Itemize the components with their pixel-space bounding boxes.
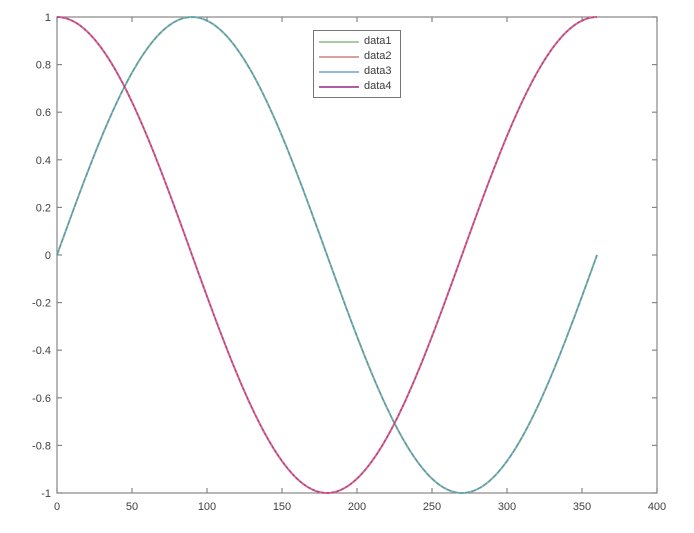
legend-label: data4 xyxy=(364,80,392,92)
y-tick-label: -0.6 xyxy=(32,393,51,405)
curve-data3[interactable] xyxy=(56,16,598,494)
x-tick-label: 100 xyxy=(198,501,216,513)
x-tick-label: 150 xyxy=(273,501,291,513)
x-tick-label: 50 xyxy=(126,501,138,513)
legend-item[interactable]: data1 xyxy=(319,34,395,49)
x-tick-label: 200 xyxy=(348,501,366,513)
y-tick-label: -1 xyxy=(41,488,51,500)
x-tick-label: 250 xyxy=(423,501,441,513)
legend-label: data1 xyxy=(364,35,392,47)
y-tick-label: 1 xyxy=(45,12,51,24)
x-tick-label: 350 xyxy=(573,501,591,513)
legend-label: data3 xyxy=(364,65,392,77)
y-tick-label: 0.2 xyxy=(36,202,51,214)
curve-data4[interactable] xyxy=(56,16,598,494)
y-tick-label: -0.4 xyxy=(32,345,51,357)
legend-item[interactable]: data3 xyxy=(319,64,395,79)
legend-line-sample-data2 xyxy=(319,55,359,58)
y-tick-label: 0.8 xyxy=(36,60,51,72)
legend-label: data2 xyxy=(364,50,392,62)
legend-item[interactable]: data4 xyxy=(319,79,395,94)
y-tick-label: 0.6 xyxy=(36,107,51,119)
y-tick-label: 0 xyxy=(45,250,51,262)
legend-line-sample-data4 xyxy=(319,85,359,88)
x-tick-label: 0 xyxy=(54,501,60,513)
legend-item[interactable]: data2 xyxy=(319,49,395,64)
legend-line-sample-data1 xyxy=(319,40,359,43)
y-tick-label: -0.2 xyxy=(32,298,51,310)
y-tick-label: 0.4 xyxy=(36,155,51,167)
legend[interactable]: data1 data2 data3 data4 xyxy=(313,30,401,98)
x-tick-label: 300 xyxy=(498,501,516,513)
y-tick-label: -0.8 xyxy=(32,440,51,452)
legend-line-sample-data3 xyxy=(319,70,359,73)
x-tick-label: 400 xyxy=(648,501,666,513)
